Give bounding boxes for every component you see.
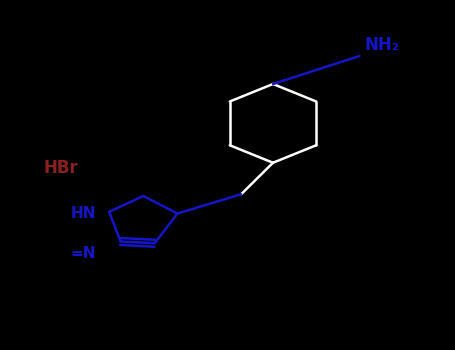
Text: HBr: HBr (43, 159, 78, 177)
Text: HN: HN (71, 206, 96, 221)
Text: NH₂: NH₂ (364, 36, 399, 54)
Text: =N: =N (71, 246, 96, 261)
